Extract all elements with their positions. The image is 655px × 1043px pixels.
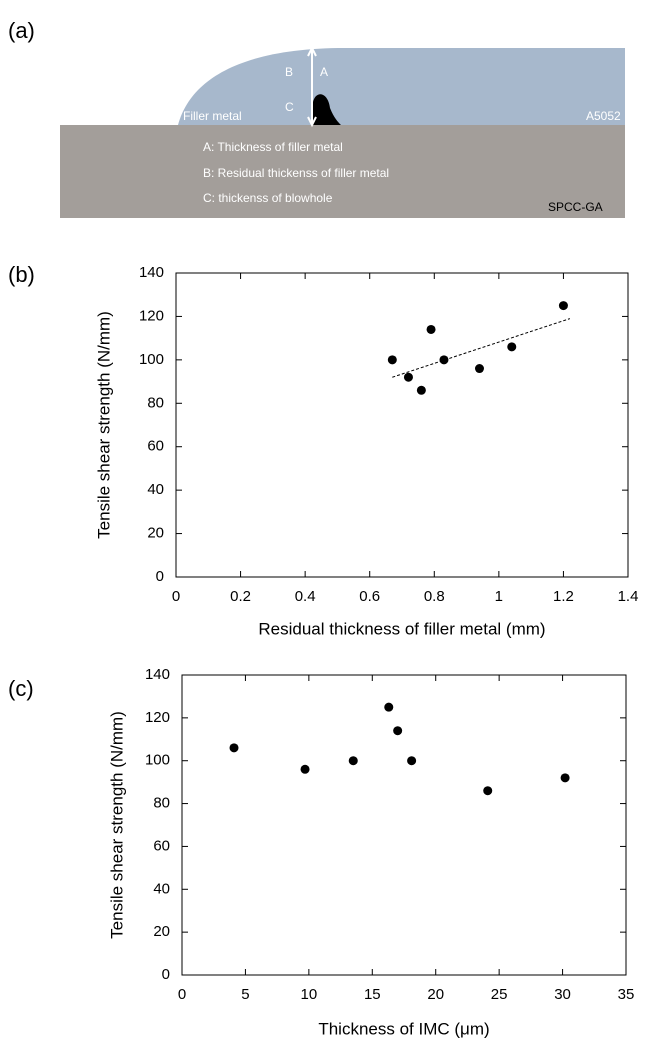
x-tick-label: 30 [554,986,571,1003]
diagram-label: A [320,65,328,79]
diagram-legend: A: Thickness of filler metal [203,140,343,154]
y-tick-label: 60 [153,837,170,854]
x-tick-label: 35 [618,986,635,1003]
panel-label: (b) [8,262,35,287]
y-tick-label: 0 [162,966,170,983]
x-tick-label: 1.4 [618,588,639,605]
y-tick-label: 120 [139,307,164,324]
diagram-label: SPCC-GA [548,200,603,214]
filler-metal [178,48,625,125]
point [560,773,570,783]
x-axis-title: Residual thickness of filler metal (mm) [258,619,545,638]
y-tick-label: 140 [145,666,170,683]
plot-frame [175,272,629,578]
x-tick-label: 5 [241,986,249,1003]
point [416,385,426,395]
point [558,301,568,311]
plot-frame [181,674,627,976]
point [300,764,310,774]
x-tick-label: 0.2 [230,588,251,605]
x-tick-label: 0 [178,986,186,1003]
point [387,355,397,365]
y-tick-label: 120 [145,709,170,726]
diagram-label: B [285,65,293,79]
x-tick-label: 15 [364,986,381,1003]
y-axis-title: Tensile shear strength (N/mm) [107,711,126,939]
point [474,364,484,374]
point [483,786,493,796]
y-tick-label: 20 [147,525,164,542]
trend-line [392,318,571,378]
diagram-label: Filler metal [183,109,242,123]
x-tick-label: 10 [301,986,318,1003]
x-axis-title: Thickness of IMC (μm) [318,1019,489,1038]
point [348,756,358,766]
x-tick-label: 20 [427,986,444,1003]
point [439,355,449,365]
x-tick-label: 0.8 [424,588,445,605]
point [426,324,436,334]
arrow-heads [307,45,317,128]
y-tick-label: 20 [153,923,170,940]
y-tick-label: 100 [145,752,170,769]
y-axis-title: Tensile shear strength (N/mm) [94,311,113,539]
panel-label: (c) [8,676,34,701]
point [407,756,417,766]
x-tick-label: 1 [495,588,503,605]
steel-sheet [60,125,625,218]
diagram-label: A5052 [586,109,621,123]
y-tick-label: 80 [153,795,170,812]
diagram-legend: C: thickenss of blowhole [203,191,333,205]
y-tick-label: 100 [139,351,164,368]
point [403,372,413,382]
blowhole [313,94,341,125]
diagram-label: C [285,100,294,114]
panel-label: (a) [8,18,35,43]
x-tick-label: 0 [172,588,180,605]
y-tick-label: 40 [147,481,164,498]
x-tick-label: 1.2 [553,588,574,605]
diagram-legend: B: Residual thickenss of filler metal [203,166,389,180]
point [393,726,403,736]
y-tick-label: 0 [156,568,164,585]
y-tick-label: 140 [139,264,164,281]
y-tick-label: 40 [153,880,170,897]
x-tick-label: 0.6 [359,588,380,605]
y-tick-label: 60 [147,438,164,455]
point [507,342,517,352]
y-tick-label: 80 [147,394,164,411]
point [384,702,394,712]
point [229,743,239,753]
x-tick-label: 0.4 [295,588,316,605]
x-tick-label: 25 [491,986,508,1003]
diagram: B A C Filler metal A5052 A: Thickness of… [60,45,625,218]
